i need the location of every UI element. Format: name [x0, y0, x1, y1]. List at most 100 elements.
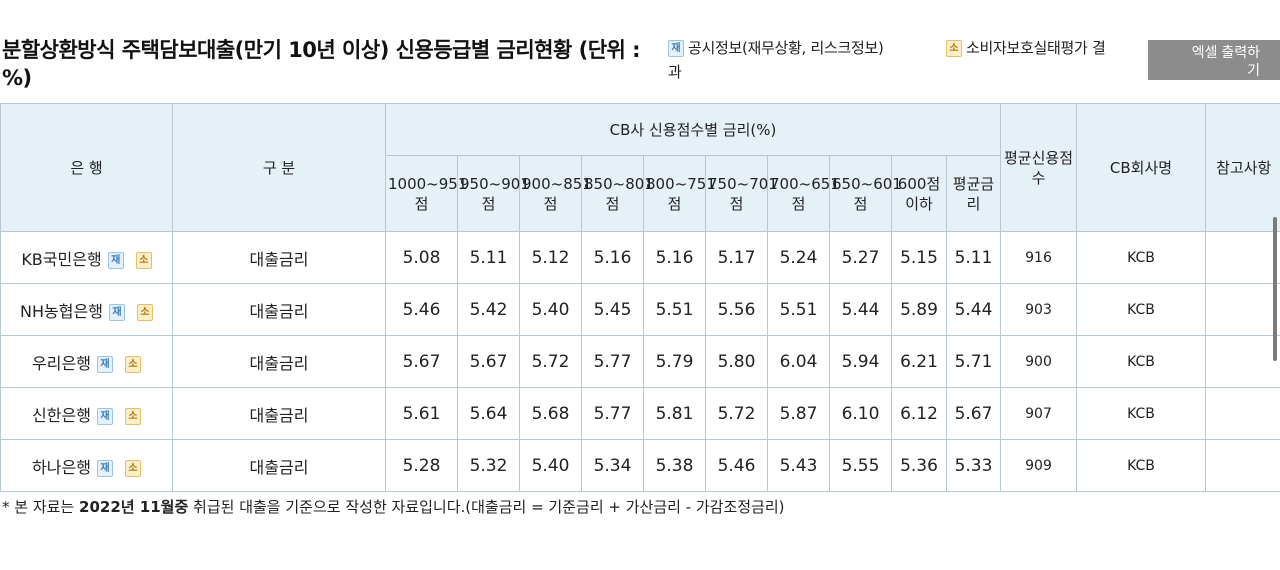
header-cb-rate-group: CB사 신용점수별 금리(%) — [384, 103, 1002, 156]
category-cell: 대출금리 — [172, 439, 386, 492]
table-row: KB국민은행 재 소 대출금리 5.08 5.11 5.12 5.16 5.16 5.17 5.24… — [0, 231, 1280, 284]
rate-cell: 5.45 — [581, 283, 644, 336]
disclosure-badge-icon[interactable]: 재 — [96, 459, 113, 477]
rate-cell: 5.15 — [891, 231, 947, 284]
legend-disclosure: 재 공시정보(재무상황, 리스크정보) — [668, 36, 884, 60]
category-cell: 대출금리 — [172, 283, 386, 336]
rate-cell: 5.28 — [385, 439, 458, 492]
consumer-protection-badge-icon: 소 — [946, 40, 962, 57]
vertical-scrollbar[interactable] — [1273, 217, 1277, 361]
footnote-period: 2022년 11월중 — [79, 498, 189, 516]
rate-cell: 5.16 — [581, 231, 644, 284]
rate-cell: 5.67 — [385, 335, 458, 388]
cb-company-cell: KCB — [1076, 439, 1207, 492]
cb-company-cell: KCB — [1076, 387, 1207, 440]
rate-cell: 5.51 — [767, 283, 830, 336]
rate-cell: 5.72 — [519, 335, 582, 388]
rate-cell: 5.42 — [457, 283, 520, 336]
bank-name: NH농협은행 — [20, 301, 103, 321]
reference-cell — [1205, 283, 1280, 336]
disclosure-badge-icon[interactable]: 재 — [107, 251, 124, 269]
avg-score-cell: 916 — [1000, 231, 1078, 284]
table-row: 우리은행 재 소 대출금리 5.67 5.67 5.72 5.77 5.79 5.80 6.04 5.… — [0, 335, 1280, 388]
header-bank: 은 행 — [0, 103, 173, 232]
disclosure-badge-icon[interactable]: 재 — [108, 303, 125, 321]
bank-name: 신한은행 — [32, 405, 91, 425]
avg-rate-cell: 5.67 — [945, 387, 1002, 440]
avg-score-cell: 909 — [1000, 439, 1078, 492]
table-row: NH농협은행 재 소 대출금리 5.46 5.42 5.40 5.45 5.51 5.56 5.51… — [0, 283, 1280, 336]
header-score-band: 800~751점 — [643, 155, 716, 232]
rate-cell: 5.61 — [385, 387, 458, 440]
footnote-suffix: 취급된 대출을 기준으로 작성한 자료입니다.(대출금리 = 기준금리 + 가산… — [188, 498, 785, 516]
rate-cell: 5.44 — [829, 283, 892, 336]
bank-cell: 하나은행 재 소 — [0, 439, 173, 492]
avg-rate-cell: 5.71 — [945, 335, 1002, 388]
header-score-band: 850~801점 — [581, 155, 654, 232]
consumer-protection-badge-icon[interactable]: 소 — [135, 251, 152, 269]
header-score-band: 600점이하 — [891, 155, 947, 232]
rate-cell: 5.40 — [519, 439, 582, 492]
rate-cell: 5.16 — [643, 231, 706, 284]
consumer-protection-badge-icon[interactable]: 소 — [124, 407, 141, 425]
rate-cell: 5.51 — [643, 283, 706, 336]
consumer-protection-badge-icon[interactable]: 소 — [136, 303, 153, 321]
table-row: 신한은행 재 소 대출금리 5.61 5.64 5.68 5.77 5.81 5.72 5.87 6.… — [0, 387, 1280, 440]
footnote-prefix: * 본 자료는 — [2, 498, 80, 516]
page-title: 분할상환방식 주택담보대출(만기 10년 이상) 신용등급별 금리현황 (단위 … — [2, 38, 641, 90]
header-score-band: 900~851점 — [519, 155, 592, 232]
rate-cell: 5.80 — [705, 335, 768, 388]
rate-cell: 5.81 — [643, 387, 706, 440]
avg-score-cell: 907 — [1000, 387, 1078, 440]
rate-cell: 5.38 — [643, 439, 706, 492]
rate-cell: 5.17 — [705, 231, 768, 284]
rate-cell: 5.55 — [829, 439, 892, 492]
table-row: 하나은행 재 소 대출금리 5.28 5.32 5.40 5.34 5.38 5.46 5.43 5.… — [0, 439, 1280, 492]
cb-company-cell: KCB — [1076, 335, 1207, 388]
category-cell: 대출금리 — [172, 231, 386, 284]
header-avg-rate: 평균금리 — [945, 155, 1002, 232]
rate-cell: 5.79 — [643, 335, 706, 388]
bank-cell: 우리은행 재 소 — [0, 335, 173, 388]
header-category: 구 분 — [172, 103, 386, 232]
bank-cell: KB국민은행 재 소 — [0, 231, 173, 284]
rate-cell: 5.77 — [581, 387, 644, 440]
reference-cell — [1205, 335, 1280, 388]
category-cell: 대출금리 — [172, 387, 386, 440]
avg-score-cell: 900 — [1000, 335, 1078, 388]
rate-cell: 5.11 — [457, 231, 520, 284]
consumer-protection-badge-icon[interactable]: 소 — [124, 355, 141, 373]
excel-export-button[interactable]: 엑셀 출력하 기 — [1148, 40, 1280, 80]
rate-cell: 6.04 — [767, 335, 830, 388]
bank-cell: NH농협은행 재 소 — [0, 283, 173, 336]
bank-name: 우리은행 — [32, 353, 91, 373]
rate-cell: 5.94 — [829, 335, 892, 388]
header-cb-company: CB회사명 — [1076, 103, 1207, 232]
avg-score-cell: 903 — [1000, 283, 1078, 336]
legend-consumer-protection-wrap: 과 — [668, 63, 682, 81]
rate-cell: 5.67 — [457, 335, 520, 388]
header-avg-score: 평균신용점수 — [1000, 103, 1078, 232]
footnote: * 본 자료는 2022년 11월중 취급된 대출을 기준으로 작성한 자료입니… — [2, 496, 785, 518]
rate-cell: 5.43 — [767, 439, 830, 492]
rate-cell: 5.68 — [519, 387, 582, 440]
rate-cell: 5.08 — [385, 231, 458, 284]
cb-company-cell: KCB — [1076, 231, 1207, 284]
header-score-band: 700~651점 — [767, 155, 840, 232]
avg-rate-cell: 5.11 — [945, 231, 1002, 284]
disclosure-badge-icon[interactable]: 재 — [96, 355, 113, 373]
disclosure-badge-icon[interactable]: 재 — [96, 407, 113, 425]
bank-name: KB국민은행 — [21, 249, 102, 269]
rate-cell: 5.87 — [767, 387, 830, 440]
rate-cell: 5.12 — [519, 231, 582, 284]
disclosure-badge-icon: 재 — [668, 40, 684, 57]
rate-cell: 5.24 — [767, 231, 830, 284]
cb-company-cell: KCB — [1076, 283, 1207, 336]
avg-rate-cell: 5.33 — [945, 439, 1002, 492]
excel-export-label-2: 기 — [1247, 62, 1260, 78]
avg-rate-cell: 5.44 — [945, 283, 1002, 336]
rate-cell: 5.64 — [457, 387, 520, 440]
consumer-protection-badge-icon[interactable]: 소 — [124, 459, 141, 477]
legend-consumer-protection: 소 소비자보호실태평가 결 — [946, 36, 1141, 60]
rate-cell: 5.46 — [705, 439, 768, 492]
